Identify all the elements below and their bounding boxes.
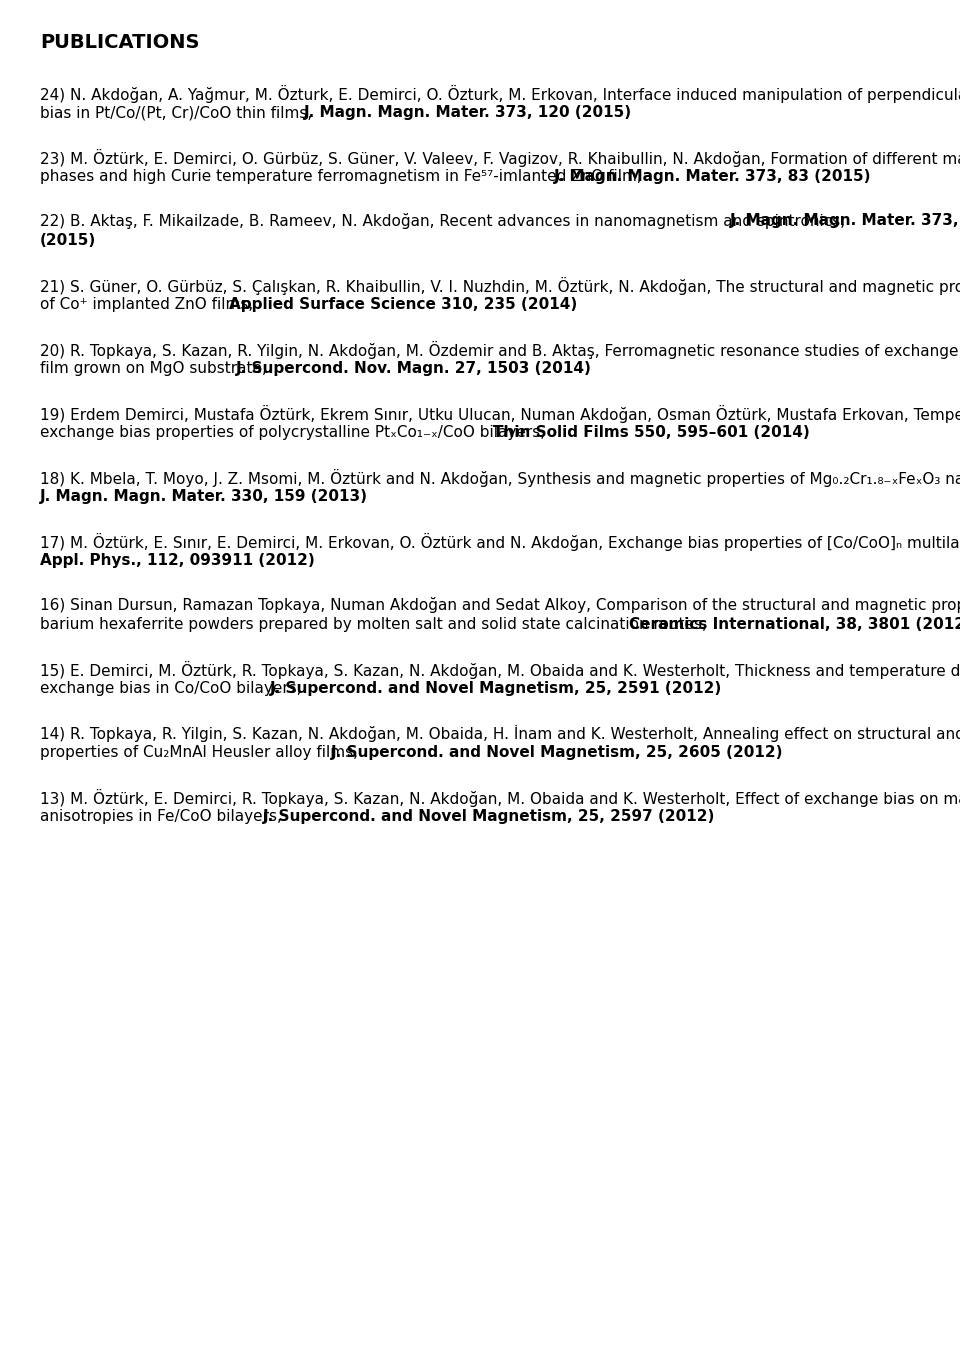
Text: anisotropies in Fe/CoO bilayers,: anisotropies in Fe/CoO bilayers, xyxy=(40,810,287,825)
Text: 21) S. Güner, O. Gürbüz, S. Çalışkan, R. Khaibullin, V. I. Nuzhdin, M. Öztürk, N: 21) S. Güner, O. Gürbüz, S. Çalışkan, R.… xyxy=(40,277,960,294)
Text: J. Magn. Magn. Mater. 373, 83 (2015): J. Magn. Magn. Mater. 373, 83 (2015) xyxy=(554,169,872,184)
Text: Appl. Phys., 112, 093911 (2012): Appl. Phys., 112, 093911 (2012) xyxy=(40,553,315,568)
Text: Thin Solid Films 550, 595–601 (2014): Thin Solid Films 550, 595–601 (2014) xyxy=(493,425,810,440)
Text: J. Magn. Magn. Mater. 373, 1: J. Magn. Magn. Mater. 373, 1 xyxy=(730,213,960,228)
Text: J. Supercond. Nov. Magn. 27, 1503 (2014): J. Supercond. Nov. Magn. 27, 1503 (2014) xyxy=(236,361,592,376)
Text: J. Magn. Magn. Mater. 330, 159 (2013): J. Magn. Magn. Mater. 330, 159 (2013) xyxy=(40,489,368,504)
Text: Applied Surface Science 310, 235 (2014): Applied Surface Science 310, 235 (2014) xyxy=(229,297,578,312)
Text: 16) Sinan Dursun, Ramazan Topkaya, Numan Akdoğan and Sedat Alkoy, Comparison of : 16) Sinan Dursun, Ramazan Topkaya, Numan… xyxy=(40,597,960,613)
Text: bias in Pt/Co/(Pt, Cr)/CoO thin films,: bias in Pt/Co/(Pt, Cr)/CoO thin films, xyxy=(40,105,317,120)
Text: barium hexaferrite powders prepared by molten salt and solid state calcination r: barium hexaferrite powders prepared by m… xyxy=(40,617,711,632)
Text: 18) K. Mbela, T. Moyo, J. Z. Msomi, M. Öztürk and N. Akdoğan, Synthesis and magn: 18) K. Mbela, T. Moyo, J. Z. Msomi, M. Ö… xyxy=(40,469,960,487)
Text: 17) M. Öztürk, E. Sınır, E. Demirci, M. Erkovan, O. Öztürk and N. Akdoğan, Excha: 17) M. Öztürk, E. Sınır, E. Demirci, M. … xyxy=(40,533,960,551)
Text: phases and high Curie temperature ferromagnetism in Fe⁵⁷-imlanted ZnO film,: phases and high Curie temperature ferrom… xyxy=(40,169,647,184)
Text: J. Magn. Magn. Mater. 373, 120 (2015): J. Magn. Magn. Mater. 373, 120 (2015) xyxy=(303,105,632,120)
Text: J. Supercond. and Novel Magnetism, 25, 2597 (2012): J. Supercond. and Novel Magnetism, 25, 2… xyxy=(263,810,715,825)
Text: of Co⁺ implanted ZnO films,: of Co⁺ implanted ZnO films, xyxy=(40,297,258,312)
Text: 22) B. Aktaş, F. Mikailzade, B. Rameev, N. Akdoğan, Recent advances in nanomagne: 22) B. Aktaş, F. Mikailzade, B. Rameev, … xyxy=(40,213,850,229)
Text: J. Supercond. and Novel Magnetism, 25, 2605 (2012): J. Supercond. and Novel Magnetism, 25, 2… xyxy=(331,746,783,761)
Text: 20) R. Topkaya, S. Kazan, R. Yilgin, N. Akdoğan, M. Özdemir and B. Aktaş, Ferrom: 20) R. Topkaya, S. Kazan, R. Yilgin, N. … xyxy=(40,341,960,358)
Text: 15) E. Demirci, M. Öztürk, R. Topkaya, S. Kazan, N. Akdoğan, M. Obaida and K. We: 15) E. Demirci, M. Öztürk, R. Topkaya, S… xyxy=(40,661,960,679)
Text: Ceramics International, 38, 3801 (2012): Ceramics International, 38, 3801 (2012) xyxy=(629,617,960,632)
Text: exchange bias in Co/CoO bilayers,: exchange bias in Co/CoO bilayers, xyxy=(40,682,306,696)
Text: J. Supercond. and Novel Magnetism, 25, 2591 (2012): J. Supercond. and Novel Magnetism, 25, 2… xyxy=(270,682,722,696)
Text: properties of Cu₂MnAl Heusler alloy films,: properties of Cu₂MnAl Heusler alloy film… xyxy=(40,746,363,761)
Text: PUBLICATIONS: PUBLICATIONS xyxy=(40,33,200,52)
Text: film grown on MgO substrate,: film grown on MgO substrate, xyxy=(40,361,272,376)
Text: 23) M. Öztürk, E. Demirci, O. Gürbüz, S. Güner, V. Valeev, F. Vagizov, R. Khaibu: 23) M. Öztürk, E. Demirci, O. Gürbüz, S.… xyxy=(40,149,960,168)
Text: 14) R. Topkaya, R. Yilgin, S. Kazan, N. Akdoğan, M. Obaida, H. İnam and K. Weste: 14) R. Topkaya, R. Yilgin, S. Kazan, N. … xyxy=(40,725,960,741)
Text: exchange bias properties of polycrystalline PtₓCo₁₋ₓ/CoO bilayers,: exchange bias properties of polycrystall… xyxy=(40,425,550,440)
Text: 19) Erdem Demirci, Mustafa Öztürk, Ekrem Sınır, Utku Ulucan, Numan Akdoğan, Osma: 19) Erdem Demirci, Mustafa Öztürk, Ekrem… xyxy=(40,405,960,423)
Text: (2015): (2015) xyxy=(40,233,96,248)
Text: 13) M. Öztürk, E. Demirci, R. Topkaya, S. Kazan, N. Akdoğan, M. Obaida and K. We: 13) M. Öztürk, E. Demirci, R. Topkaya, S… xyxy=(40,789,960,807)
Text: 24) N. Akdoğan, A. Yağmur, M. Özturk, E. Demirci, O. Özturk, M. Erkovan, Interfa: 24) N. Akdoğan, A. Yağmur, M. Özturk, E.… xyxy=(40,85,960,104)
